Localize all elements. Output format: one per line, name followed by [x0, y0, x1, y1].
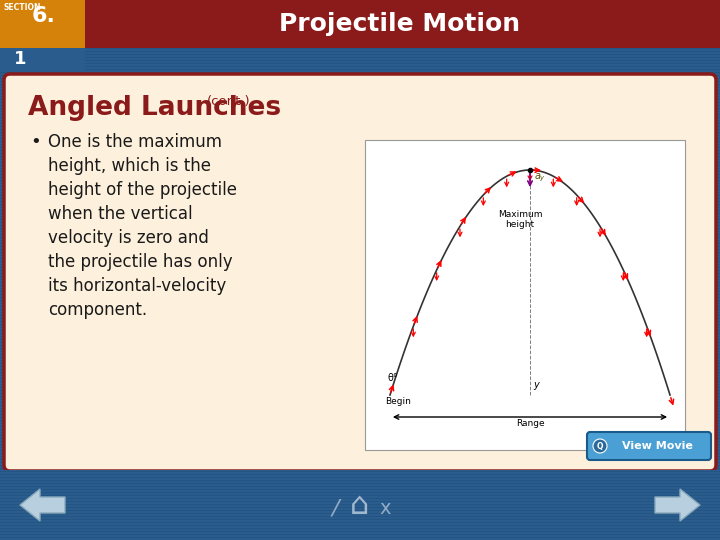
Text: the projectile has only: the projectile has only — [48, 253, 233, 271]
Text: ⌂: ⌂ — [351, 490, 369, 519]
Text: $a_y$: $a_y$ — [534, 172, 546, 184]
Circle shape — [593, 439, 607, 453]
Text: Q: Q — [597, 442, 603, 450]
Text: height, which is the: height, which is the — [48, 157, 211, 175]
Text: y: y — [533, 380, 539, 390]
Text: Begin: Begin — [385, 397, 411, 406]
Text: Maximum
height: Maximum height — [498, 210, 542, 230]
FancyBboxPatch shape — [4, 74, 716, 471]
FancyBboxPatch shape — [0, 0, 720, 48]
Text: Angled Launches: Angled Launches — [28, 95, 281, 121]
Text: SECTION: SECTION — [4, 3, 42, 12]
FancyBboxPatch shape — [587, 432, 711, 460]
Text: Range: Range — [516, 419, 544, 428]
Text: Projectile Motion: Projectile Motion — [279, 12, 521, 36]
FancyBboxPatch shape — [0, 48, 85, 70]
Text: x: x — [379, 498, 391, 517]
Text: (cont.): (cont.) — [207, 95, 251, 108]
Text: height of the projectile: height of the projectile — [48, 181, 237, 199]
Text: 1: 1 — [14, 50, 27, 68]
Text: its horizontal-velocity: its horizontal-velocity — [48, 277, 226, 295]
Text: when the vertical: when the vertical — [48, 205, 193, 223]
FancyBboxPatch shape — [0, 470, 720, 540]
Polygon shape — [20, 489, 65, 521]
Text: /: / — [331, 498, 338, 518]
Text: View Movie: View Movie — [621, 441, 693, 451]
Text: One is the maximum: One is the maximum — [48, 133, 222, 151]
Text: θ°: θ° — [388, 373, 399, 383]
FancyBboxPatch shape — [365, 140, 685, 450]
Text: velocity is zero and: velocity is zero and — [48, 229, 209, 247]
Text: component.: component. — [48, 301, 147, 319]
FancyBboxPatch shape — [0, 0, 85, 48]
Text: •: • — [30, 133, 41, 151]
Polygon shape — [655, 489, 700, 521]
Text: 6.: 6. — [32, 6, 56, 26]
